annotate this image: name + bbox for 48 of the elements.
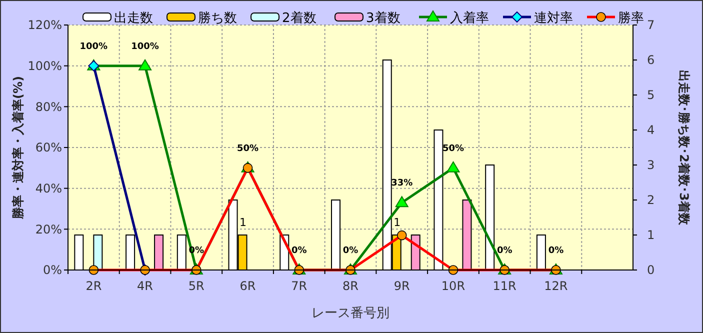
y2-tick-label: 4 [647,123,655,138]
y2-tick-label: 6 [647,53,655,68]
x-tick-label: 10R [441,279,466,293]
y2-axis-title: 出走数･勝ち数･2着数･3着数 [677,70,691,226]
x-tick-label: 5R [188,279,204,293]
x-tick-label: 9R [394,279,410,293]
data-label: 0% [342,246,358,256]
y-tick-label: 60% [35,140,62,155]
x-axis-title: レース番号別 [312,306,390,321]
data-label: 100% [80,42,108,52]
y-tick-label: 40% [35,182,62,196]
point [446,161,460,172]
legend-label: 入着率 [450,10,489,26]
data-label: 0% [496,246,512,256]
y-tick-label: 20% [35,222,62,236]
data-label: 1 [394,216,401,229]
y-tick-label: 80% [35,100,62,114]
x-tick-label: 4R [137,279,154,293]
y-tick-label: 120% [28,18,62,32]
x-tick-label: 8R [342,279,358,293]
y2-tick-label: 3 [647,158,655,172]
data-label: 100% [131,42,159,52]
y2-tick-label: 7 [647,18,655,32]
legend-label: 出走数 [114,11,153,26]
y2-tick-label: 1 [647,228,655,242]
legend-label: 3着数 [366,10,400,26]
y-tick-label: 100% [28,59,62,74]
data-label: 0% [548,246,564,256]
legend-label: 2着数 [282,10,316,26]
point [138,59,152,70]
x-tick-label: 12R [544,279,568,293]
x-tick-label: 7R [291,279,308,293]
y2-tick-label: 5 [647,88,655,102]
y2-tick-label: 0 [647,263,655,278]
legend-label: 勝ち数 [198,11,237,26]
data-label: 0% [291,246,307,256]
y-tick-label: 0% [42,263,62,278]
data-label: 50% [237,144,259,154]
x-tick-label: 11R [492,279,516,293]
x-tick-label: 6R [240,279,256,293]
y-axis-title: 勝率・連対率・入着率(%) [11,76,25,220]
point [395,196,408,208]
data-label: 1 [240,216,247,229]
legend-label: 勝率 [618,10,644,26]
y2-tick-label: 2 [647,193,655,208]
legend-label: 連対率 [534,10,573,26]
data-label: 50% [442,144,464,154]
x-tick-label: 2R [86,279,102,293]
